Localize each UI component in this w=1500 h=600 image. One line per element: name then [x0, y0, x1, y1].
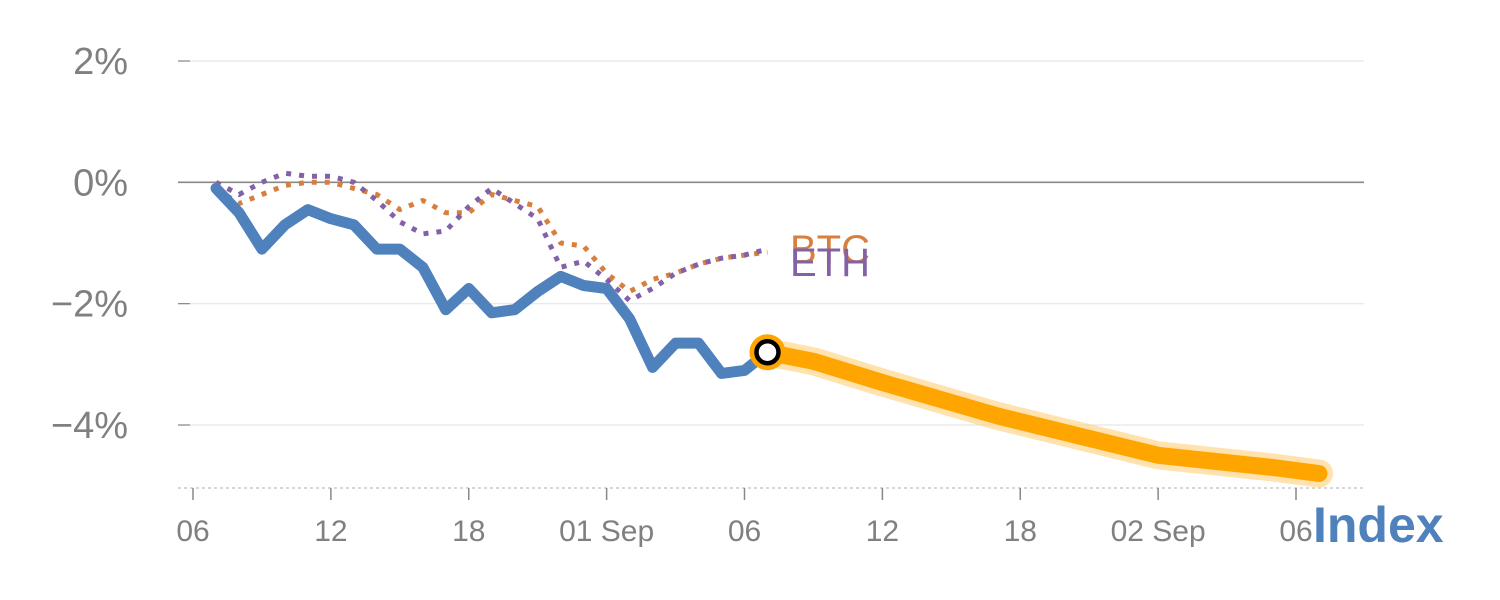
y-tick-label: −4%	[51, 405, 128, 447]
marker-point	[754, 338, 781, 366]
y-tick-label: 2%	[73, 41, 128, 83]
x-tick-label: 06	[1279, 515, 1312, 548]
x-tick-label: 18	[1004, 515, 1037, 548]
line-index	[210, 182, 773, 379]
plot-area	[210, 170, 1333, 488]
x-tick-label: 06	[176, 515, 209, 548]
x-tick-label: 18	[452, 515, 485, 548]
line-btc	[214, 179, 768, 294]
series-label-index: Index	[1313, 497, 1444, 553]
x-tick-label: 01 Sep	[559, 515, 654, 548]
x-tick-label: 12	[866, 515, 899, 548]
x-tick-label: 12	[314, 515, 347, 548]
x-tick-label: 06	[728, 515, 761, 548]
series-label-btc: BTC	[790, 228, 870, 272]
y-tick-label: −2%	[51, 284, 128, 326]
y-axis: 2% 0% −2% −4%	[51, 41, 190, 447]
forecast-line	[759, 343, 1328, 482]
x-axis: 06 12 18 01 Sep 06 12 18 02 Sep 06	[176, 487, 1364, 548]
series-label-eth: ETH	[790, 241, 870, 285]
grid-lines	[178, 60, 1364, 426]
x-tick-label: 02 Sep	[1111, 515, 1206, 548]
y-tick-label: 0%	[73, 162, 128, 204]
